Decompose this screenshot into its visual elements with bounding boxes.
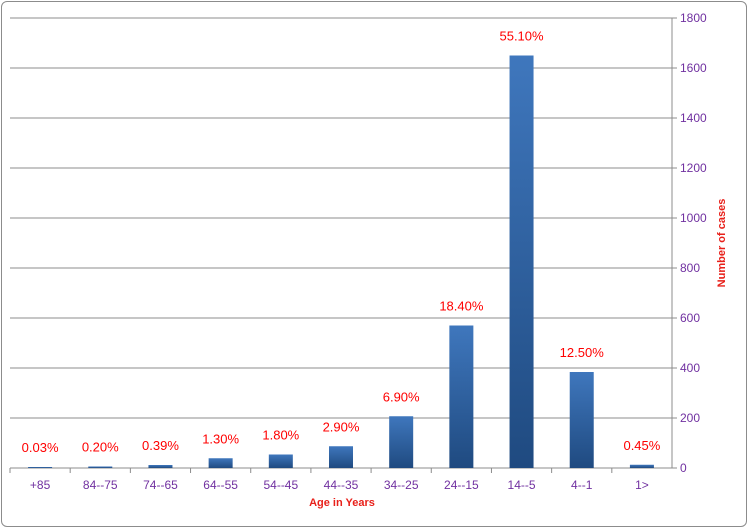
bar: [28, 467, 53, 468]
bar: [449, 325, 474, 468]
data-label: 2.90%: [323, 419, 360, 434]
y-tick-label: 0: [680, 461, 687, 475]
x-tick-label: 1>: [635, 478, 649, 492]
data-label: 0.45%: [623, 438, 660, 453]
y-tick-label: 600: [680, 311, 700, 325]
y-axis-title: Number of cases: [716, 199, 728, 288]
x-tick-label: 14--5: [508, 478, 536, 492]
data-label: 1.30%: [202, 431, 239, 446]
y-tick-label: 1400: [680, 111, 707, 125]
x-tick-label: 4--1: [571, 478, 593, 492]
y-tick-label: 1600: [680, 61, 707, 75]
bars: [28, 55, 654, 468]
x-tick-label: 64--55: [203, 478, 238, 492]
data-label: 0.39%: [142, 438, 179, 453]
x-tick-label: 54--45: [263, 478, 298, 492]
bar: [329, 446, 353, 468]
data-label: 6.90%: [383, 389, 420, 404]
bar: [389, 416, 414, 468]
x-axis-title: Age in Years: [309, 497, 375, 509]
data-label: 1.80%: [262, 428, 299, 443]
data-label: 0.03%: [22, 440, 59, 455]
y-tick-label: 1200: [680, 161, 707, 175]
x-axis-ticks: +85 84--75 74--65 64--55 54--45 44--35 34--25 2…: [9, 468, 649, 492]
bar: [509, 55, 534, 468]
data-label: 0.20%: [82, 440, 119, 455]
y-tick-label: 200: [680, 411, 700, 425]
x-tick-label: 74--65: [143, 478, 178, 492]
bar: [268, 454, 293, 468]
data-label: 12.50%: [560, 345, 605, 360]
x-tick-label: +85: [30, 478, 51, 492]
data-label: 55.10%: [499, 29, 544, 44]
x-tick-label: 24--15: [444, 478, 479, 492]
x-tick-label: 34--25: [384, 478, 419, 492]
bar: [208, 458, 233, 468]
y-axis-ticks: 0 200 400 600 800 1000 1200 1400 1600 1800: [680, 11, 707, 475]
x-tick-label: 44--35: [324, 478, 359, 492]
y-tick-label: 1800: [680, 11, 707, 25]
y-tick-label: 1000: [680, 211, 707, 225]
x-tick-label: 84--75: [83, 478, 118, 492]
data-labels: 0.03% 0.20% 0.39% 1.30% 1.80% 2.90% 6.90% 18.40…: [22, 29, 661, 456]
data-label: 18.40%: [439, 299, 484, 314]
bar: [569, 372, 594, 468]
y-tick-label: 800: [680, 261, 700, 275]
bar: [148, 465, 173, 468]
bar: [629, 464, 654, 468]
gridlines: [10, 17, 677, 469]
y-tick-label: 400: [680, 361, 700, 375]
bar: [88, 466, 113, 468]
